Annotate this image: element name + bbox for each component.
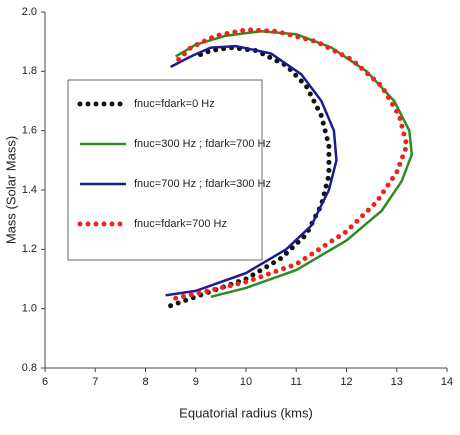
y-tick-label: 1.6 [22,125,37,137]
legend-box [67,79,263,261]
x-tick-label: 10 [240,376,252,388]
y-tick-label: 1.8 [22,65,37,77]
series-line [165,44,338,297]
series-line [168,45,332,309]
x-tick-label: 9 [193,376,199,388]
series-line [175,30,414,299]
y-axis-label: Mass (Solar Mass) [3,136,18,244]
series-line [173,27,410,301]
y-tick-label: 1.2 [22,243,37,255]
x-tick-label: 12 [340,376,352,388]
x-tick-label: 13 [391,376,403,388]
x-tick-label: 8 [142,376,148,388]
x-tick-label: 11 [291,376,302,388]
y-tick-label: 1.4 [22,184,37,196]
x-axis-label: Equatorial radius (kms) [179,405,313,420]
y-tick-label: 2.0 [22,6,37,18]
legend-label: fnuc=700 Hz ; fdark=300 Hz [134,178,271,190]
legend-label: fnuc=fdark=700 Hz [134,218,227,230]
x-tick-label: 14 [441,376,453,388]
legend-label: fnuc=300 Hz ; fdark=700 Hz [134,138,271,150]
y-tick-label: 1.0 [22,303,37,315]
y-tick-label: 0.8 [22,362,37,374]
legend-label: fnuc=fdark=0 Hz [134,98,215,110]
x-tick-label: 7 [92,376,98,388]
x-tick-label: 6 [42,376,48,388]
